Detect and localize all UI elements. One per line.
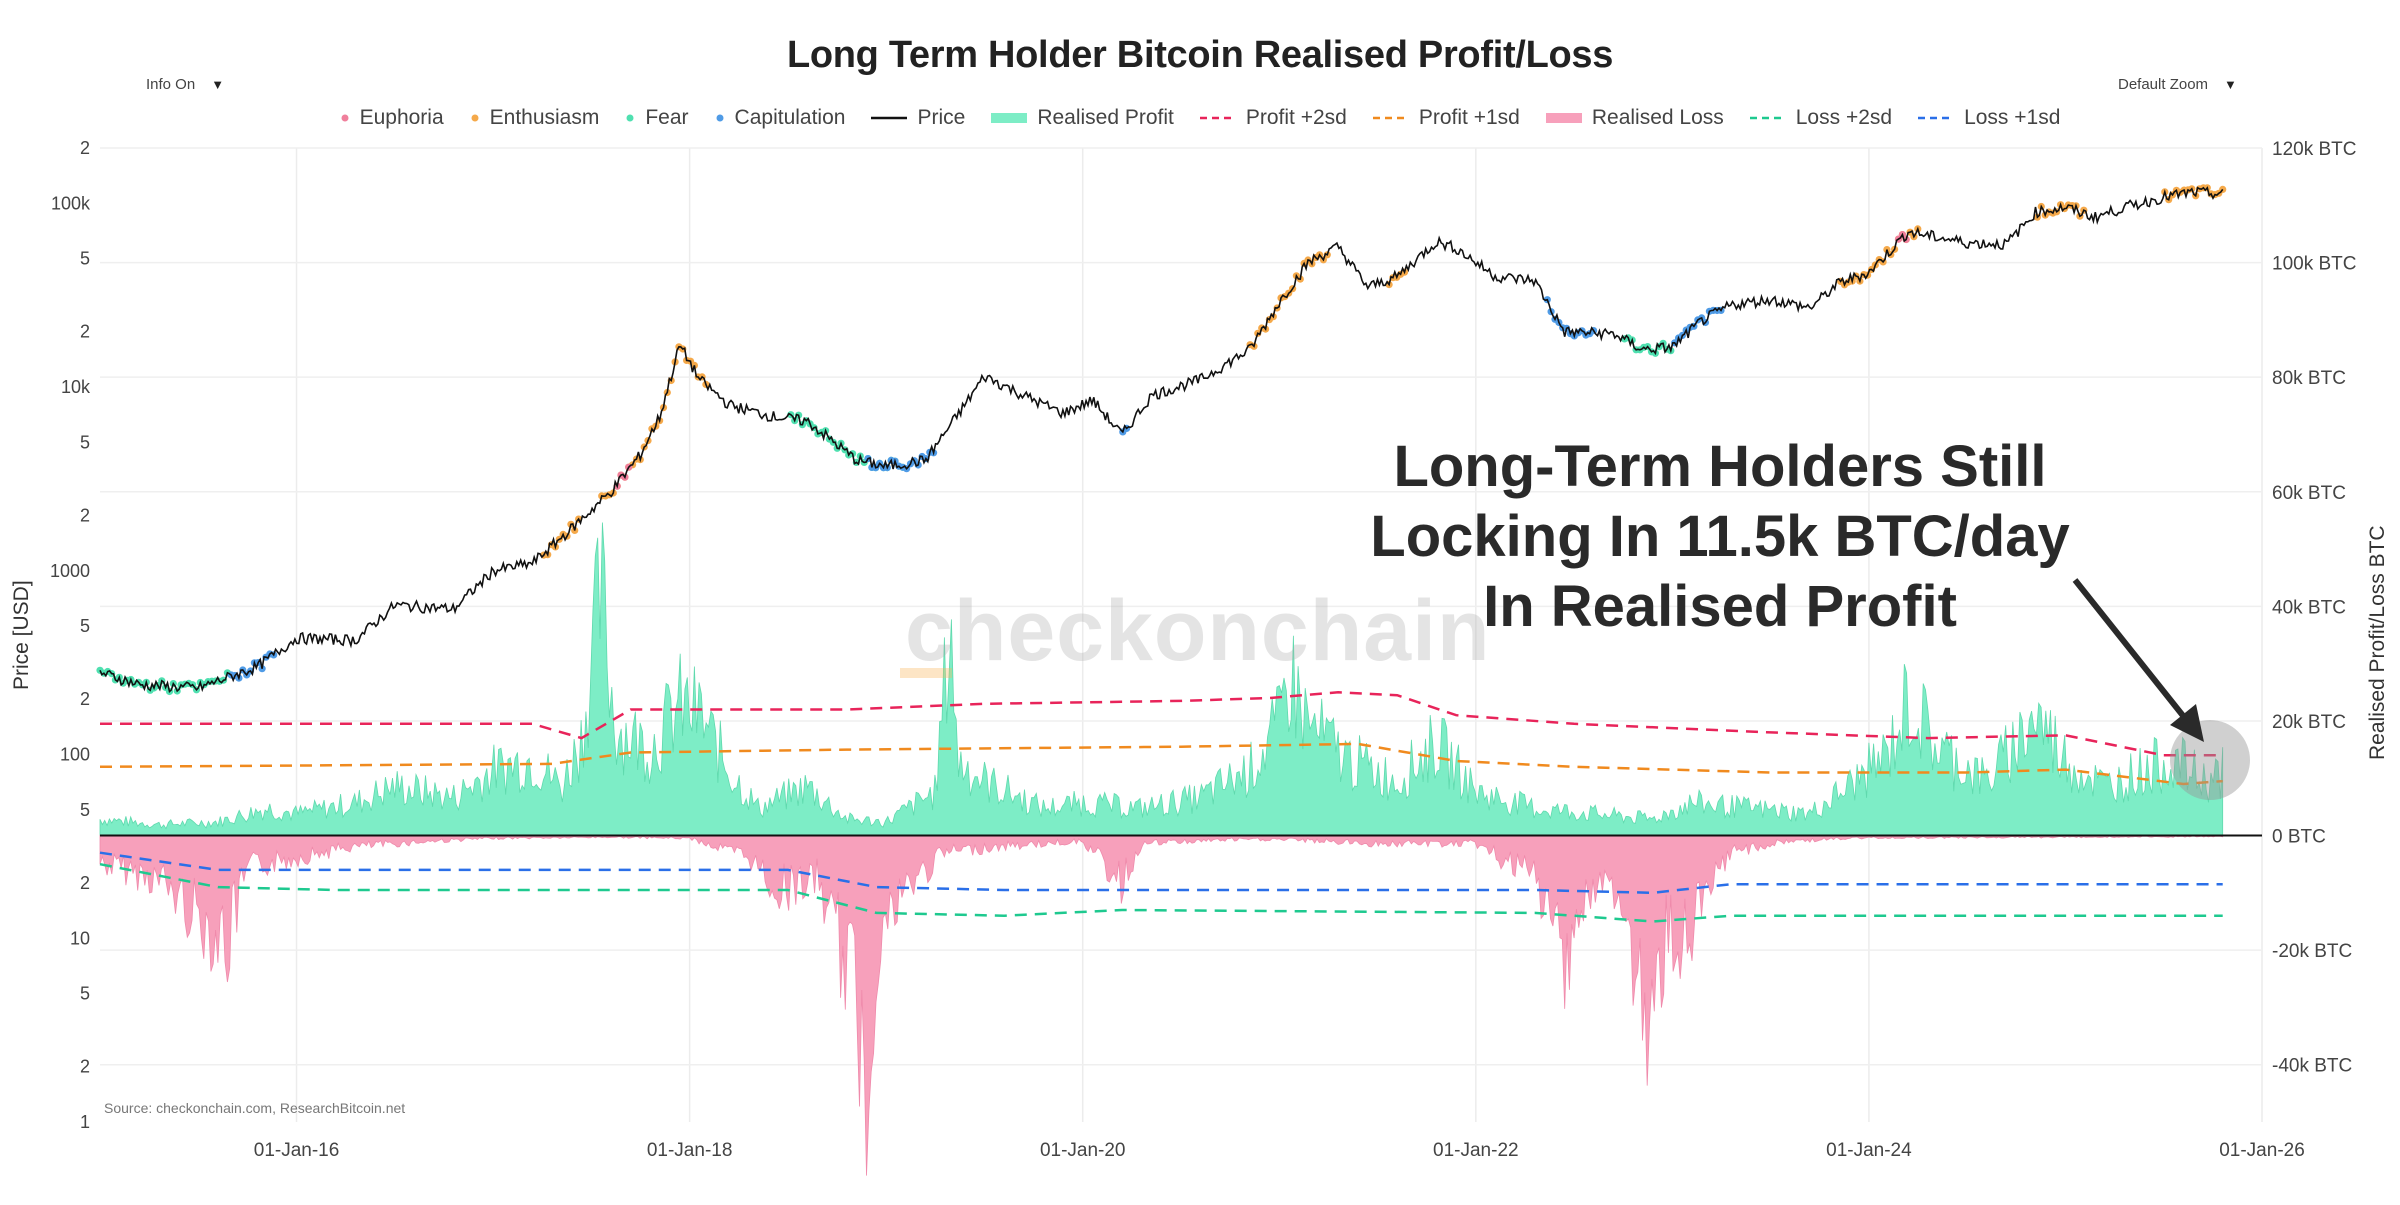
legend-label: Enthusiasm: [489, 106, 600, 129]
x-tick-label: 01-Jan-26: [2219, 1140, 2305, 1161]
legend-item[interactable]: Loss +1sd: [1918, 106, 2060, 130]
y-right-tick-label: 20k BTC: [2272, 712, 2346, 733]
y-right-tick-label: -40k BTC: [2272, 1056, 2352, 1077]
chart-title: Long Term Holder Bitcoin Realised Profit…: [786, 34, 1614, 76]
profit-1sd-line: [99, 742, 2223, 786]
y-right-tick-label: 120k BTC: [2272, 139, 2356, 160]
y-right-tick-label: 40k BTC: [2272, 597, 2346, 618]
legend-swatch: [871, 116, 908, 120]
grid-lines: [100, 147, 2263, 1122]
y-left-tick-label: 2: [80, 505, 90, 525]
y-right-tick-label: 60k BTC: [2272, 483, 2346, 504]
legend-swatch: [991, 113, 1028, 123]
y-left-tick-label: 5: [80, 249, 90, 269]
legend-item[interactable]: Price: [871, 106, 965, 130]
profit-2sd-line: [100, 691, 2223, 757]
chevron-down-icon: ▼: [211, 76, 225, 92]
legend-item[interactable]: Loss +2sd: [1749, 106, 1893, 130]
info-toggle-label: Info On: [146, 75, 196, 93]
watermark-mark: [900, 668, 952, 678]
y-left-tick-label: 2: [80, 138, 90, 158]
profit-loss-areas: [99, 522, 2262, 1176]
y-right-tick-label: 80k BTC: [2272, 368, 2346, 389]
legend-label: Realised Loss: [1591, 106, 1724, 129]
legend-label: Euphoria: [359, 106, 444, 129]
y-left-tick-label: 1: [80, 1112, 90, 1132]
y-left-tick-label: 10k: [61, 377, 91, 397]
annotation-arrow-head: [2170, 704, 2204, 742]
y-left-tick-label: 5: [80, 800, 90, 820]
legend-swatch: [1199, 116, 1236, 120]
legend-label: Loss +2sd: [1795, 106, 1893, 129]
loss-2sd-line: [99, 862, 2223, 923]
y-right-tick-label: 100k BTC: [2272, 254, 2356, 275]
annotation-text: Long-Term Holders Still Locking In 11.5k…: [1290, 432, 2150, 642]
legend-label: Profit +1sd: [1418, 106, 1520, 129]
legend-swatch: [1545, 113, 1582, 123]
watermark: checkonchain: [905, 583, 1491, 679]
y-right-tick-label: 0 BTC: [2272, 827, 2326, 848]
legend-label: Price: [917, 106, 966, 129]
legend-swatch: [626, 114, 634, 122]
x-tick-label: 01-Jan-20: [1040, 1140, 1126, 1161]
y-left-tick-label: 10: [70, 928, 90, 948]
annotation-line: Locking In 11.5k BTC/day: [1370, 504, 2070, 569]
y-left-tick-label: 2: [80, 322, 90, 342]
chart-legend: Euphoria Enthusiasm Fear Capitulation Price R…: [0, 106, 2400, 130]
y-axis-left-title: Price [USD]: [10, 580, 33, 690]
y-axis-right-title: Realised Profit/Loss BTC: [2366, 525, 2389, 760]
annotation-arrow-shaft: [2072, 578, 2191, 724]
legend-label: Realised Profit: [1037, 106, 1174, 129]
legend-swatch: [716, 114, 724, 122]
annotation-line: Long-Term Holders Still: [1393, 434, 2047, 499]
legend-swatch: [471, 114, 479, 122]
loss-1sd-line: [99, 851, 2223, 895]
legend-label: Loss +1sd: [1964, 106, 2061, 129]
legend-label: Capitulation: [734, 106, 846, 129]
annotation-line: In Realised Profit: [1483, 574, 1957, 639]
legend-label: Profit +2sd: [1245, 106, 1347, 129]
zoom-select-button[interactable]: Default Zoom ▼: [2106, 66, 2249, 102]
legend-swatch: [1749, 116, 1786, 120]
legend-item[interactable]: Enthusiasm: [470, 106, 600, 130]
y-left-tick-label: 5: [80, 432, 90, 452]
y-left-tick-label: 2: [80, 689, 90, 709]
y-left-tick-label: 2: [80, 1057, 90, 1077]
legend-item[interactable]: Fear: [625, 106, 689, 130]
highlight-circle: [2170, 720, 2250, 800]
x-tick-label: 01-Jan-22: [1433, 1140, 1519, 1161]
x-tick-label: 01-Jan-18: [647, 1140, 733, 1161]
y-left-tick-label: 1000: [50, 561, 90, 581]
legend-swatch: [1918, 116, 1955, 120]
x-tick-label: 01-Jan-24: [1826, 1140, 1912, 1161]
info-toggle-button[interactable]: Info On ▼: [134, 66, 237, 102]
legend-label: Fear: [645, 106, 689, 129]
legend-swatch: [1372, 116, 1409, 120]
y-right-tick-label: -20k BTC: [2272, 941, 2352, 962]
legend-item[interactable]: Euphoria: [340, 106, 444, 130]
price-line: [99, 186, 2224, 693]
chevron-down-icon: ▼: [2224, 76, 2237, 92]
legend-item[interactable]: Profit +2sd: [1199, 106, 1347, 130]
realised-loss-area: [99, 835, 2224, 1176]
x-tick-label: 01-Jan-16: [254, 1140, 340, 1161]
legend-item[interactable]: Realised Loss: [1545, 106, 1724, 130]
legend-item[interactable]: Profit +1sd: [1372, 106, 1520, 130]
y-left-tick-label: 100k: [51, 193, 91, 213]
axes: 01-Jan-16 01-Jan-18 01-Jan-20 01-Jan-22 01-J…: [50, 138, 2357, 1161]
legend-swatch: [341, 114, 349, 122]
legend-item[interactable]: Capitulation: [715, 106, 846, 130]
y-left-tick-label: 5: [80, 616, 90, 636]
y-left-tick-label: 2: [80, 873, 90, 893]
realised-profit-area: [99, 522, 2224, 836]
y-left-tick-label: 5: [80, 984, 90, 1004]
y-left-tick-label: 100: [60, 745, 90, 765]
annotation-arrow: [2072, 578, 2250, 800]
zoom-select-label: Default Zoom: [2118, 75, 2209, 93]
source-credit: Source: checkonchain.com, ResearchBitcoi…: [104, 1100, 406, 1116]
price-series: [96, 184, 2227, 696]
band-lines: [99, 691, 2223, 923]
legend-item[interactable]: Realised Profit: [991, 106, 1174, 130]
